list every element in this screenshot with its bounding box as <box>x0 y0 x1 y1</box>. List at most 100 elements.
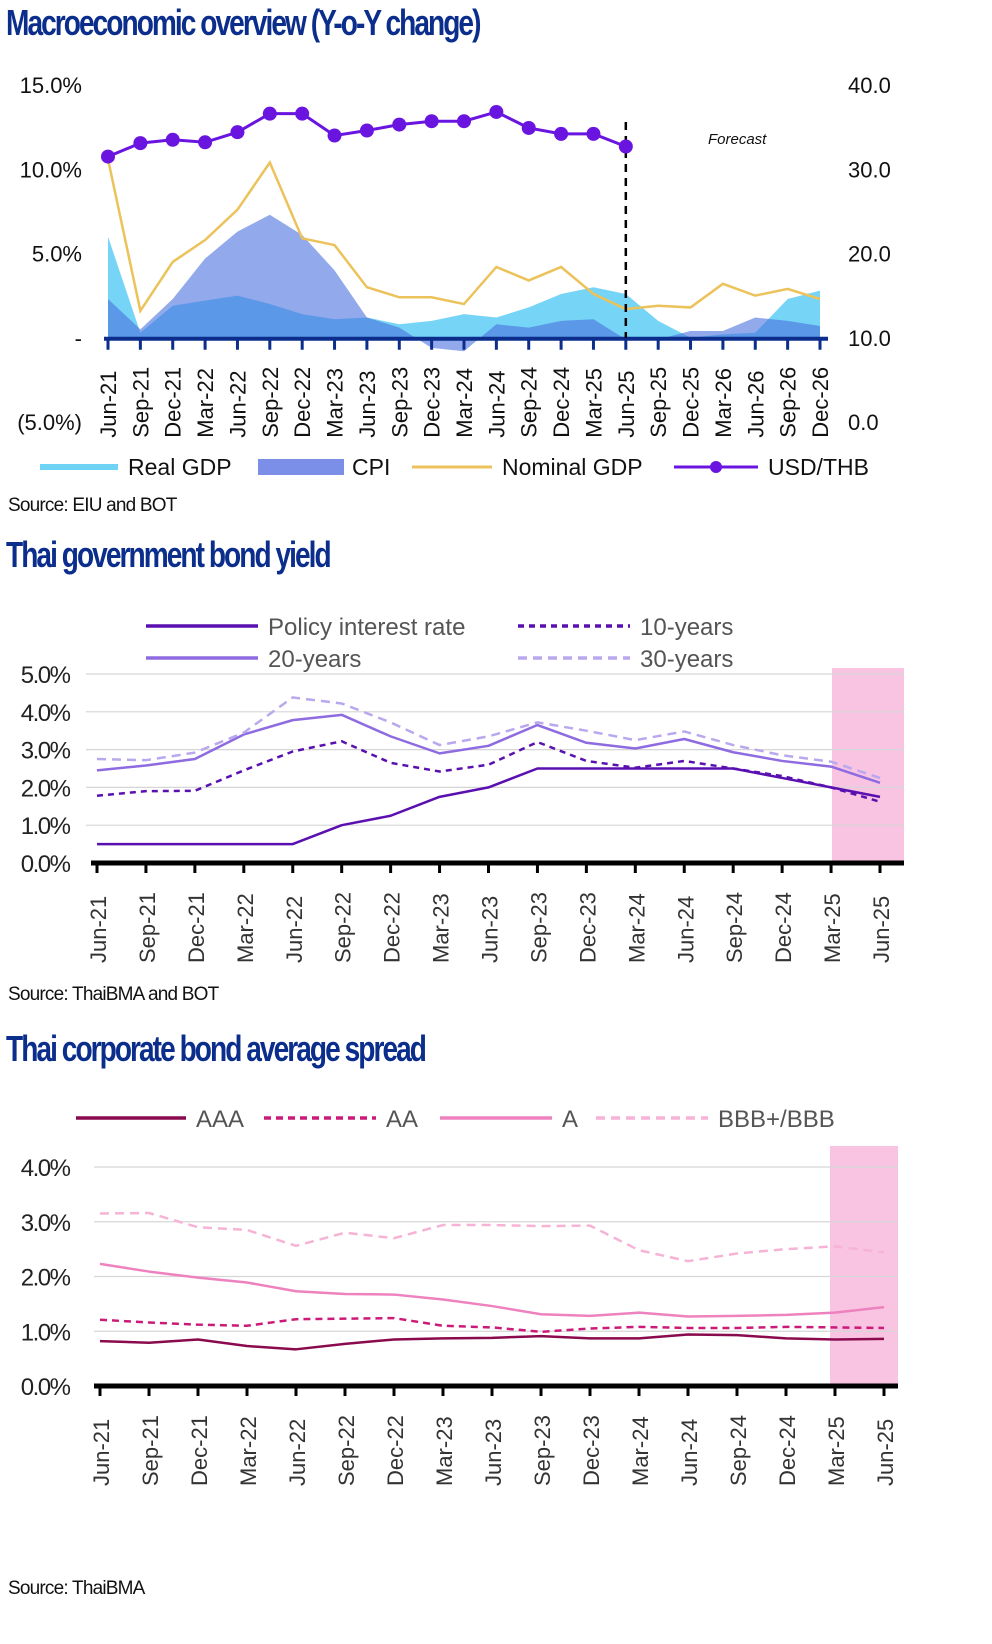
govbond-x-tick-label: Dec-21 <box>184 892 209 963</box>
nominal-gdp-line <box>106 158 821 314</box>
corpbond-forecast-highlight <box>830 1146 898 1386</box>
x-tick-label: Dec-22 <box>290 367 315 438</box>
corpbond-x-tick-label: Sep-23 <box>530 1415 555 1486</box>
govbond-chart-source: Source: ThaiBMA and BOT <box>8 984 219 1005</box>
corpbond-legend-bbb-label: BBB+/BBB <box>718 1106 835 1133</box>
usd-thb-point <box>198 135 213 150</box>
govbond-y-tick-label: 3.0% <box>21 738 71 765</box>
y-right-tick-label: 40.0 <box>848 73 891 98</box>
govbond-x-tick-label: Jun-24 <box>673 896 698 963</box>
usd-thb-point <box>424 114 439 129</box>
usd-thb-point <box>392 117 407 132</box>
govbond-y-tick-label: 2.0% <box>21 775 71 802</box>
usd-thb-point <box>586 126 601 141</box>
govbond-x-tick-label: Mar-25 <box>820 893 845 963</box>
govbond-x-tick-label: Dec-23 <box>575 892 600 963</box>
x-tick-label: Jun-21 <box>96 370 121 437</box>
corpbond-x-tick-label: Sep-21 <box>138 1415 163 1486</box>
govbond-legend-10y-label: 10-years <box>640 614 733 641</box>
x-tick-label: Jun-23 <box>355 370 380 437</box>
corpbond-x-tick-label: Dec-21 <box>187 1415 212 1486</box>
y-right-tick-label: 0.0 <box>848 410 879 435</box>
govbond-x-tick-label: Jun-25 <box>869 896 894 963</box>
usd-thb-point <box>359 123 374 138</box>
corpbond-legend-a-label: A <box>562 1106 578 1133</box>
legend-usd-thb-marker <box>710 461 722 473</box>
y-left-tick-label: (5.0%) <box>17 410 82 435</box>
legend-cpi-label: CPI <box>352 454 390 480</box>
x-tick-label: Sep-24 <box>517 367 542 438</box>
y-left-tick-label: - <box>75 326 82 351</box>
x-tick-label: Mar-24 <box>452 368 477 438</box>
x-tick-label: Dec-21 <box>161 367 186 438</box>
govbond-chart-title: Thai government bond yield <box>6 534 332 575</box>
usd-thb-point <box>521 120 536 135</box>
corpbond-chart-source: Source: ThaiBMA <box>8 1578 145 1599</box>
govbond-policy-line <box>97 767 881 846</box>
usd-thb-point <box>295 106 310 121</box>
usd-thb-point <box>101 149 115 164</box>
govbond-y-tick-label: 1.0% <box>21 813 71 840</box>
x-tick-label: Sep-23 <box>387 367 412 438</box>
corpbond-y-tick-label: 2.0% <box>21 1265 71 1292</box>
corpbond-x-tick-label: Jun-23 <box>481 1419 506 1486</box>
govbond-x-tick-label: Sep-22 <box>331 892 356 963</box>
govbond-x-tick-label: Mar-22 <box>233 893 258 963</box>
usd-thb-point <box>457 114 471 129</box>
govbond-x-tick-label: Mar-23 <box>429 893 454 963</box>
corpbond-x-tick-label: Jun-21 <box>89 1419 114 1486</box>
corpbond-a-line <box>99 1262 885 1318</box>
govbond-forecast-highlight <box>832 668 904 863</box>
govbond-20y-line <box>96 713 881 785</box>
x-tick-label: Dec-26 <box>808 367 833 438</box>
govbond-x-tick-label: Sep-23 <box>526 892 551 963</box>
corpbond-x-tick-label: Mar-23 <box>432 1416 457 1486</box>
y-left-tick-label: 5.0% <box>32 242 82 267</box>
govbond-legend-policy-label: Policy interest rate <box>268 614 465 641</box>
forecast-label: Forecast <box>708 131 767 148</box>
legend-cpi-swatch <box>258 459 344 475</box>
y-right-tick-label: 10.0 <box>848 326 891 351</box>
govbond-y-tick-label: 4.0% <box>21 700 71 727</box>
x-tick-label: Dec-24 <box>549 367 574 438</box>
govbond-y-tick-label: 5.0% <box>21 662 71 689</box>
corpbond-x-tick-label: Dec-23 <box>579 1415 604 1486</box>
corpbond-y-tick-label: 0.0% <box>21 1374 71 1401</box>
govbond-legend-30y-label: 30-years <box>640 646 733 673</box>
corpbond-x-tick-label: Mar-24 <box>628 1416 653 1486</box>
y-left-tick-label: 15.0% <box>20 73 82 98</box>
corpbond-y-tick-label: 4.0% <box>21 1155 71 1182</box>
x-tick-label: Mar-25 <box>581 368 606 438</box>
x-tick-label: Sep-26 <box>776 367 801 438</box>
corpbond-chart-title: Thai corporate bond average spread <box>6 1028 427 1069</box>
corpbond-aa-line <box>99 1316 885 1334</box>
govbond-x-tick-label: Jun-23 <box>478 896 503 963</box>
govbond-chart: 5.0% 4.0% 3.0% 2.0% 1.0% 0.0% Jun-21 Sep-21 Dec-… <box>21 614 904 963</box>
corpbond-aaa-line <box>99 1333 885 1351</box>
govbond-x-tick-label: Dec-24 <box>771 892 796 963</box>
x-tick-label: Mar-26 <box>711 368 736 438</box>
usd-thb-point <box>133 136 148 151</box>
corpbond-x-tick-label: Jun-22 <box>285 1419 310 1486</box>
x-tick-label: Jun-22 <box>225 370 250 437</box>
govbond-x-tick-label: Jun-22 <box>282 896 307 963</box>
corpbond-x-tick-label: Sep-22 <box>334 1415 359 1486</box>
x-tick-label: Sep-22 <box>258 367 283 438</box>
macro-chart: 15.0% 10.0% 5.0% - (5.0%) 40.0 30.0 20.0 10.0 0.0… <box>17 73 891 480</box>
govbond-y-tick-label: 0.0% <box>21 851 71 878</box>
govbond-x-tick-label: Sep-21 <box>135 892 160 963</box>
corpbond-y-tick-label: 1.0% <box>21 1319 71 1346</box>
usd-thb-point <box>165 132 180 147</box>
legend-nominal-gdp-label: Nominal GDP <box>502 454 643 480</box>
x-tick-label: Dec-23 <box>420 367 445 438</box>
corpbond-x-tick-label: Jun-24 <box>677 1419 702 1486</box>
corpbond-legend-aa-label: AA <box>386 1106 418 1133</box>
usd-thb-point <box>554 126 569 141</box>
corpbond-x-tick-label: Dec-24 <box>775 1415 800 1486</box>
govbond-10y-line <box>96 740 881 803</box>
usd-thb-point <box>262 106 277 121</box>
cpi-area <box>108 214 820 352</box>
x-tick-label: Mar-23 <box>323 368 348 438</box>
y-left-tick-label: 10.0% <box>20 157 82 182</box>
corpbond-legend-aaa-label: AAA <box>196 1106 244 1133</box>
